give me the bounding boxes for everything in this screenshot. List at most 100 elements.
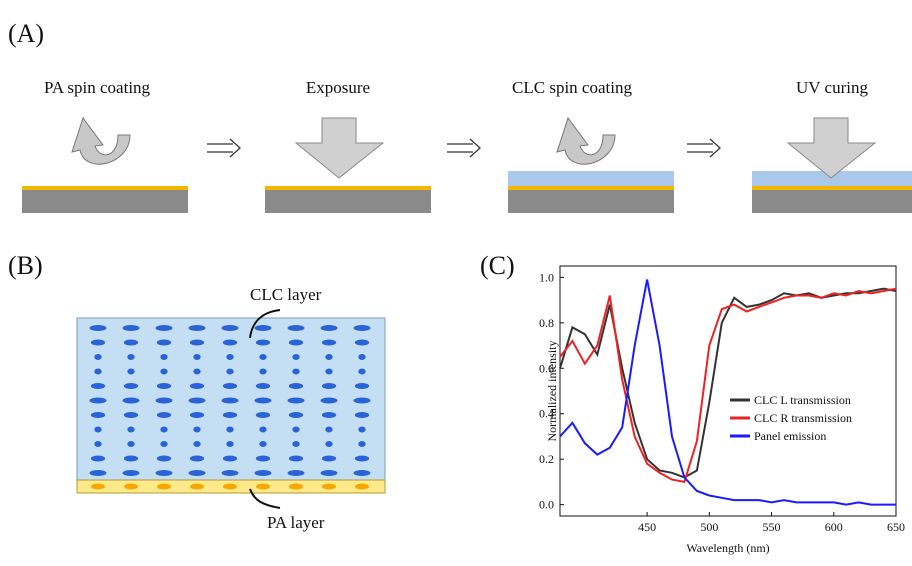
lc-molecule bbox=[358, 369, 365, 375]
lc-molecule bbox=[91, 456, 105, 462]
lc-molecule bbox=[256, 412, 270, 418]
lc-molecule bbox=[321, 470, 338, 476]
lc-molecule bbox=[124, 412, 138, 418]
legend-label: Panel emission bbox=[754, 429, 826, 443]
lc-molecule bbox=[255, 398, 272, 404]
lc-molecule bbox=[222, 325, 239, 331]
legend-label: CLC L transmission bbox=[754, 393, 851, 407]
lc-molecule bbox=[354, 398, 371, 404]
lc-molecule bbox=[91, 340, 105, 346]
lc-molecule bbox=[90, 398, 107, 404]
series-line bbox=[560, 289, 896, 478]
pa-molecule bbox=[223, 484, 237, 490]
y-axis-title: Normalized intensity bbox=[545, 341, 559, 442]
lc-molecule bbox=[189, 398, 206, 404]
lc-molecule bbox=[289, 412, 303, 418]
lc-molecule bbox=[127, 369, 134, 375]
lc-molecule bbox=[124, 456, 138, 462]
lc-molecule bbox=[127, 427, 134, 433]
layer-label: CLC layer bbox=[250, 285, 322, 304]
lc-molecule bbox=[259, 369, 266, 375]
lc-molecule bbox=[94, 427, 101, 433]
lc-molecule bbox=[226, 354, 233, 360]
lc-molecule bbox=[259, 427, 266, 433]
lc-molecule bbox=[322, 383, 336, 389]
lc-molecule bbox=[160, 354, 167, 360]
lc-molecule bbox=[190, 340, 204, 346]
legend-label: CLC R transmission bbox=[754, 411, 852, 425]
step-label: CLC spin coating bbox=[512, 78, 632, 97]
layer-label: PA layer bbox=[267, 513, 325, 532]
lc-molecule bbox=[226, 427, 233, 433]
lc-molecule bbox=[160, 441, 167, 447]
lc-molecule bbox=[190, 383, 204, 389]
lc-molecule bbox=[156, 325, 173, 331]
lc-molecule bbox=[358, 441, 365, 447]
step-label: Exposure bbox=[306, 78, 370, 97]
lc-molecule bbox=[358, 427, 365, 433]
lc-molecule bbox=[325, 427, 332, 433]
chart: 0.00.20.40.60.81.0450500550600650Wavelen… bbox=[539, 266, 905, 555]
lc-molecule bbox=[226, 369, 233, 375]
lc-molecule bbox=[160, 427, 167, 433]
lc-molecule bbox=[190, 456, 204, 462]
lc-molecule bbox=[354, 325, 371, 331]
lc-molecule bbox=[123, 470, 140, 476]
lc-molecule bbox=[157, 383, 171, 389]
lc-molecule bbox=[189, 470, 206, 476]
lc-molecule bbox=[157, 456, 171, 462]
lc-molecule bbox=[156, 470, 173, 476]
lc-molecule bbox=[193, 354, 200, 360]
panel-label: (B) bbox=[8, 251, 43, 280]
lc-molecule bbox=[223, 412, 237, 418]
lc-molecule bbox=[190, 412, 204, 418]
lc-molecule bbox=[222, 470, 239, 476]
process-arrows bbox=[207, 139, 720, 157]
x-tick-label: 550 bbox=[763, 520, 781, 534]
lc-molecule bbox=[256, 383, 270, 389]
y-tick-label: 0.0 bbox=[539, 498, 554, 512]
lc-molecule bbox=[223, 340, 237, 346]
lc-molecule bbox=[256, 340, 270, 346]
lc-molecule bbox=[292, 441, 299, 447]
panel-label: (A) bbox=[8, 19, 44, 48]
lc-molecule bbox=[292, 427, 299, 433]
lc-molecule bbox=[288, 470, 305, 476]
pa-molecule bbox=[256, 484, 270, 490]
series-line bbox=[560, 289, 896, 482]
lc-molecule bbox=[90, 325, 107, 331]
pa-molecule bbox=[157, 484, 171, 490]
lc-molecule bbox=[289, 456, 303, 462]
pa-molecule bbox=[190, 484, 204, 490]
lc-molecule bbox=[127, 354, 134, 360]
lc-molecule bbox=[90, 470, 107, 476]
pa-molecule bbox=[355, 484, 369, 490]
lc-molecule bbox=[259, 354, 266, 360]
lc-molecule bbox=[289, 383, 303, 389]
lc-molecule bbox=[91, 383, 105, 389]
lc-molecule bbox=[325, 441, 332, 447]
x-axis-title: Wavelength (nm) bbox=[686, 541, 769, 555]
x-tick-label: 500 bbox=[700, 520, 718, 534]
lc-molecule bbox=[193, 427, 200, 433]
pa-molecule bbox=[322, 484, 336, 490]
lc-molecule bbox=[321, 325, 338, 331]
lc-molecule bbox=[222, 398, 239, 404]
substrates bbox=[22, 171, 912, 213]
lc-molecule bbox=[259, 441, 266, 447]
step-label: PA spin coating bbox=[44, 78, 151, 97]
lc-molecule bbox=[322, 456, 336, 462]
lc-molecule bbox=[321, 398, 338, 404]
lc-molecule bbox=[91, 412, 105, 418]
lc-molecule bbox=[322, 340, 336, 346]
figure: (A) PA spin coating Exposure CLC spin co… bbox=[0, 0, 912, 561]
lc-molecule bbox=[292, 369, 299, 375]
lc-molecule bbox=[124, 383, 138, 389]
lc-molecule bbox=[255, 470, 272, 476]
lc-molecule bbox=[94, 369, 101, 375]
pa-molecule bbox=[289, 484, 303, 490]
lc-molecule bbox=[223, 456, 237, 462]
lc-molecule bbox=[322, 412, 336, 418]
lc-molecule bbox=[355, 456, 369, 462]
lc-molecule bbox=[358, 354, 365, 360]
